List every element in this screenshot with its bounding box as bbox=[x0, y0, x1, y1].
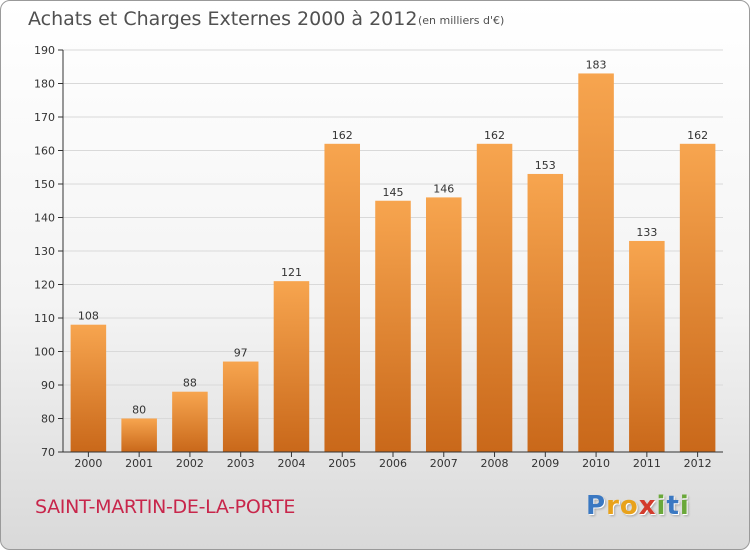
labels: 70 80 90 100 110 120 130 140 150 160 170 180 190 108 2… bbox=[34, 44, 712, 470]
bar-2007 bbox=[426, 197, 462, 452]
y-tick-label: 130 bbox=[34, 245, 55, 258]
x-tick-label: 2005 bbox=[328, 457, 356, 470]
y-tick-label: 120 bbox=[34, 279, 55, 292]
chart-title: Achats et Charges Externes 2000 à 2012 bbox=[28, 8, 418, 30]
data-label-2012: 162 bbox=[687, 129, 708, 142]
bar-2005 bbox=[324, 143, 360, 453]
bar-2010 bbox=[578, 73, 614, 452]
y-tick-label: 80 bbox=[41, 413, 55, 426]
data-label-2009: 153 bbox=[535, 159, 556, 172]
x-tick-label: 2001 bbox=[125, 457, 153, 470]
bar-2011 bbox=[629, 240, 665, 452]
unit-label: (en milliers d'€) bbox=[418, 14, 505, 27]
x-tick-label: 2000 bbox=[74, 457, 102, 470]
x-tick-label: 2008 bbox=[481, 457, 509, 470]
bar-2003 bbox=[222, 361, 259, 452]
bar-2002 bbox=[172, 391, 208, 452]
y-tick-label: 150 bbox=[34, 178, 55, 191]
data-label-2006: 145 bbox=[383, 186, 404, 199]
bar-2000 bbox=[70, 324, 107, 452]
logo-letter: t bbox=[666, 491, 680, 521]
logo-letter: r bbox=[606, 491, 620, 521]
data-label-2000: 108 bbox=[78, 310, 99, 323]
commune-name: SAINT-MARTIN-DE-LA-PORTE bbox=[35, 496, 296, 518]
y-tick-label: 160 bbox=[34, 145, 55, 158]
data-label-2005: 162 bbox=[332, 129, 353, 142]
x-tick-label: 2006 bbox=[379, 457, 407, 470]
y-tick-label: 90 bbox=[41, 379, 55, 392]
logo-letter: x bbox=[638, 491, 657, 521]
y-tick-label: 140 bbox=[34, 212, 55, 225]
data-label-2002: 88 bbox=[183, 377, 197, 390]
data-label-2001: 80 bbox=[132, 404, 146, 417]
y-tick-label: 70 bbox=[41, 446, 55, 459]
logo-letter: o bbox=[619, 491, 639, 521]
x-tick-label: 2003 bbox=[227, 457, 255, 470]
y-tick-label: 180 bbox=[34, 78, 55, 91]
x-tick-label: 2009 bbox=[531, 457, 559, 470]
data-label-2008: 162 bbox=[484, 129, 505, 142]
data-label-2007: 146 bbox=[433, 182, 454, 195]
data-label-2010: 183 bbox=[586, 58, 607, 71]
axes bbox=[58, 49, 723, 457]
x-tick-label: 2011 bbox=[633, 457, 661, 470]
proxiti-logo: Proxiti bbox=[586, 491, 690, 521]
bars bbox=[70, 73, 716, 453]
x-tick-label: 2004 bbox=[277, 457, 305, 470]
bar-2001 bbox=[121, 418, 157, 452]
bar-2008 bbox=[476, 143, 513, 453]
logo-letter: P bbox=[586, 491, 607, 521]
y-tick-label: 110 bbox=[34, 312, 55, 325]
x-tick-label: 2012 bbox=[684, 457, 712, 470]
bar-2012 bbox=[679, 143, 716, 453]
data-label-2003: 97 bbox=[234, 347, 248, 360]
x-tick-label: 2007 bbox=[430, 457, 458, 470]
data-label-2004: 121 bbox=[281, 266, 302, 279]
logo-letter: i bbox=[656, 491, 667, 521]
data-label-2011: 133 bbox=[636, 226, 657, 239]
x-tick-label: 2002 bbox=[176, 457, 204, 470]
bar-2009 bbox=[527, 173, 564, 452]
bar-2004 bbox=[273, 281, 310, 452]
logo-letter: i bbox=[679, 491, 690, 521]
y-tick-label: 190 bbox=[34, 44, 55, 57]
x-tick-label: 2010 bbox=[582, 457, 610, 470]
y-tick-label: 100 bbox=[34, 346, 55, 359]
y-tick-label: 170 bbox=[34, 111, 55, 124]
bar-2006 bbox=[375, 200, 411, 452]
